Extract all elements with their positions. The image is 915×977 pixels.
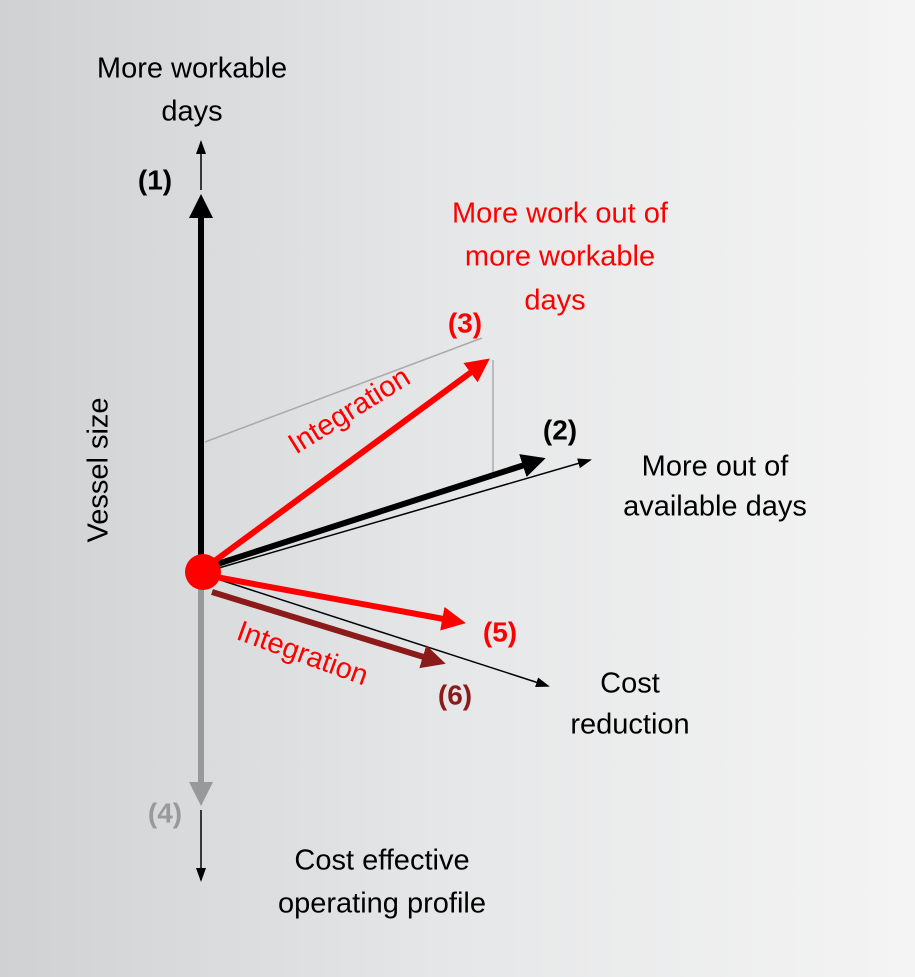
- number: (2): [543, 414, 577, 445]
- label: days: [161, 96, 222, 128]
- label: More workable: [97, 53, 287, 85]
- label: available days: [623, 491, 807, 523]
- origin: [185, 554, 221, 590]
- label: reduction: [570, 709, 689, 741]
- number: (1): [138, 164, 172, 195]
- axis-right: [204, 458, 592, 573]
- number: (4): [148, 797, 182, 828]
- label: More out of: [642, 451, 790, 483]
- arrow-6: [211, 589, 446, 669]
- label: More work out of: [452, 198, 669, 230]
- arrow-2: [204, 454, 546, 571]
- number: (3): [448, 307, 482, 338]
- label: operating profile: [278, 888, 486, 920]
- label: more workable: [465, 241, 655, 273]
- arrow-5: [204, 572, 466, 631]
- arrow-3: [203, 358, 490, 571]
- number: (6): [438, 679, 472, 710]
- projection-line: [204, 337, 483, 443]
- label: Vessel size: [83, 397, 115, 542]
- number: (5): [483, 616, 517, 647]
- label: Cost: [600, 668, 660, 700]
- label: Cost effective: [294, 845, 469, 877]
- axis-cost: [204, 574, 550, 688]
- label: days: [524, 285, 585, 317]
